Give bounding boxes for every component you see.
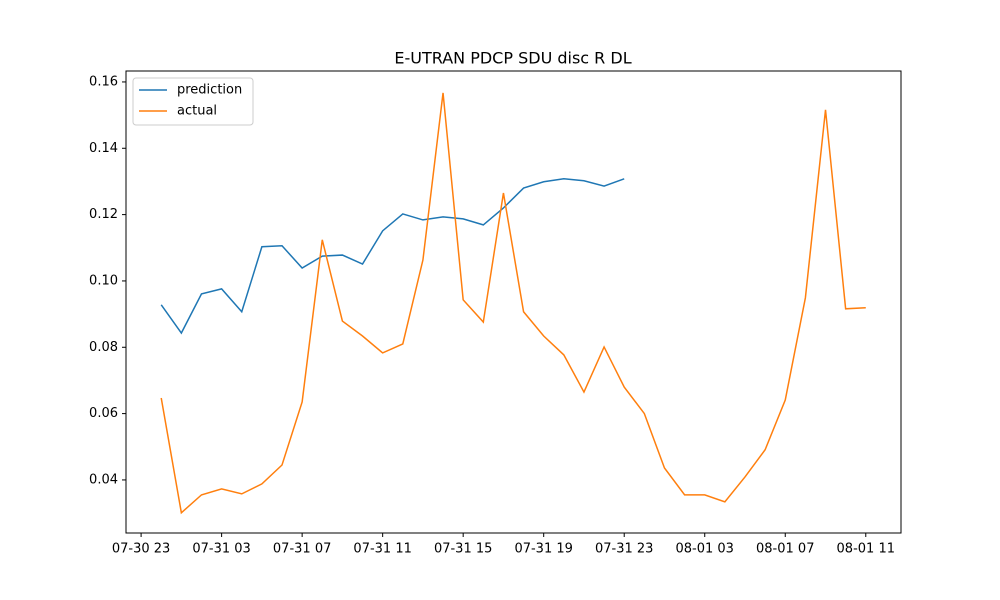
y-tick-label: 0.16	[89, 74, 118, 89]
x-tick-label: 08-01 11	[837, 542, 895, 557]
x-tick-label: 07-30 23	[112, 542, 170, 557]
x-tick-label: 07-31 03	[192, 542, 250, 557]
y-tick-label: 0.08	[89, 340, 118, 355]
x-tick-label: 07-31 19	[514, 542, 572, 557]
x-tick-label: 07-31 15	[434, 542, 492, 557]
x-tick-label: 07-31 23	[595, 542, 653, 557]
x-tick-label: 08-01 03	[676, 542, 734, 557]
y-tick-label: 0.06	[89, 406, 118, 421]
x-tick-label: 08-01 07	[756, 542, 814, 557]
y-tick-label: 0.14	[89, 141, 118, 156]
x-tick-label: 07-31 07	[273, 542, 331, 557]
plot-area	[125, 70, 902, 534]
y-tick-label: 0.04	[89, 472, 118, 487]
y-tick-label: 0.10	[89, 273, 118, 288]
y-tick-label: 0.12	[89, 207, 118, 222]
series-line	[160, 92, 866, 515]
x-tick-label: 07-31 11	[353, 542, 411, 557]
legend-label: prediction	[177, 83, 242, 98]
legend-label: actual	[177, 104, 217, 119]
chart-title: E-UTRAN PDCP SDU disc R DL	[394, 49, 631, 68]
series-line	[160, 178, 625, 335]
